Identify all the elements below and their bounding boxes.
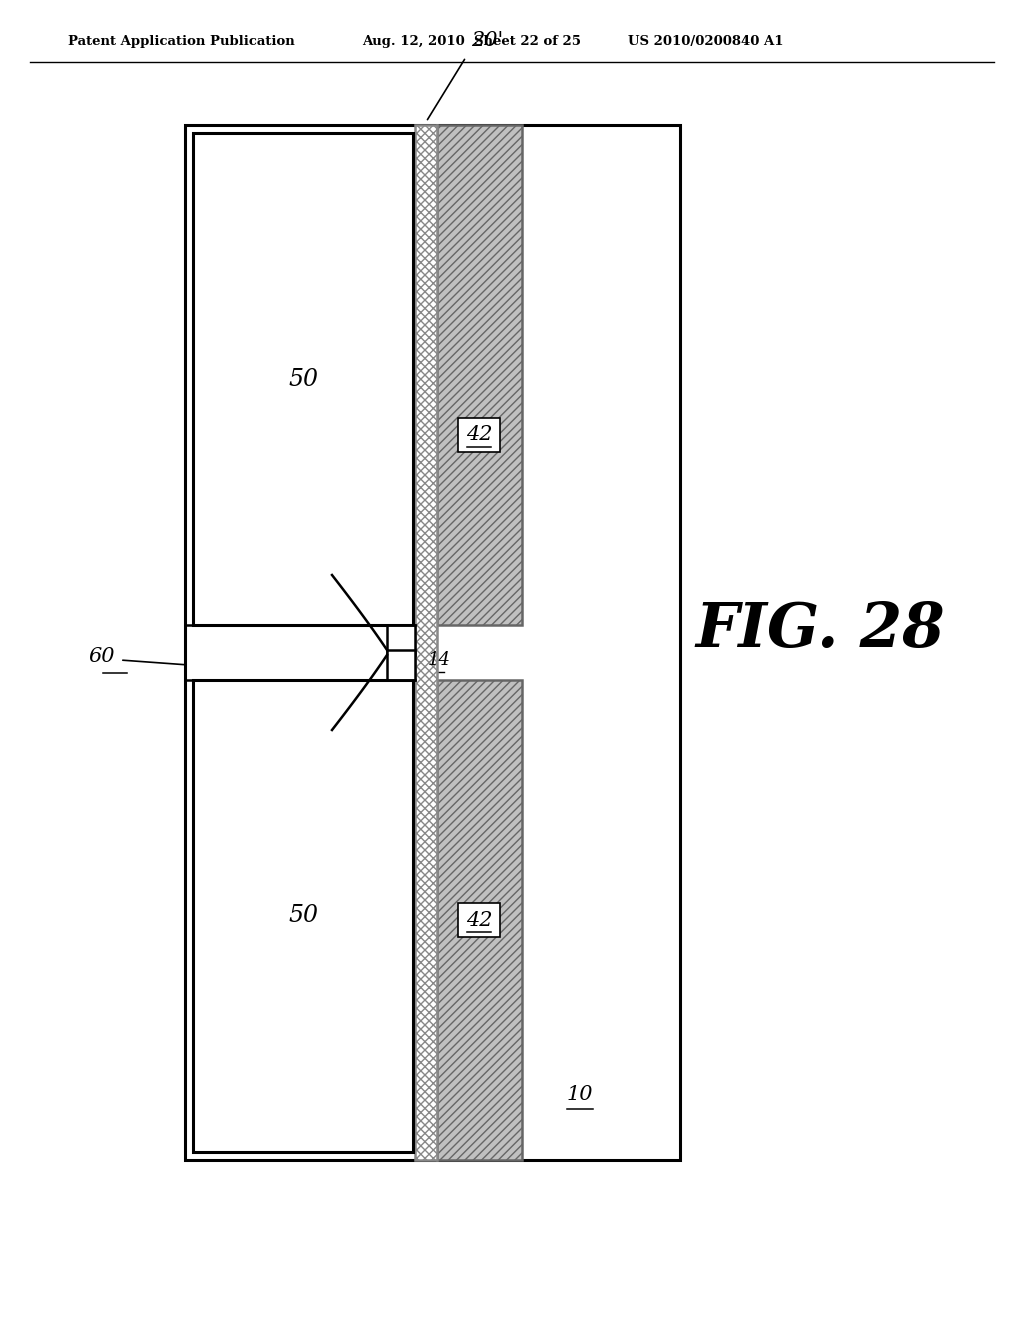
- Bar: [437, 680, 522, 1160]
- Bar: [437, 125, 522, 624]
- Text: 42: 42: [466, 911, 493, 929]
- Text: Patent Application Publication: Patent Application Publication: [68, 36, 295, 49]
- Text: 62: 62: [387, 656, 411, 675]
- Bar: [415, 125, 437, 1160]
- Text: 62: 62: [387, 631, 411, 649]
- Bar: [193, 133, 413, 624]
- Bar: [193, 680, 413, 1152]
- Text: Aug. 12, 2010  Sheet 22 of 25: Aug. 12, 2010 Sheet 22 of 25: [362, 36, 581, 49]
- Text: 14: 14: [428, 651, 451, 669]
- Text: US 2010/0200840 A1: US 2010/0200840 A1: [628, 36, 783, 49]
- Text: 60: 60: [88, 648, 115, 667]
- Text: 50: 50: [288, 904, 318, 928]
- Text: 50: 50: [288, 367, 318, 391]
- Bar: [387, 649, 415, 680]
- Text: 20': 20': [471, 30, 503, 50]
- Bar: [185, 125, 680, 1160]
- Text: 42: 42: [466, 425, 493, 445]
- Text: 10: 10: [566, 1085, 593, 1105]
- Bar: [387, 624, 415, 655]
- Text: FIG. 28: FIG. 28: [695, 601, 945, 660]
